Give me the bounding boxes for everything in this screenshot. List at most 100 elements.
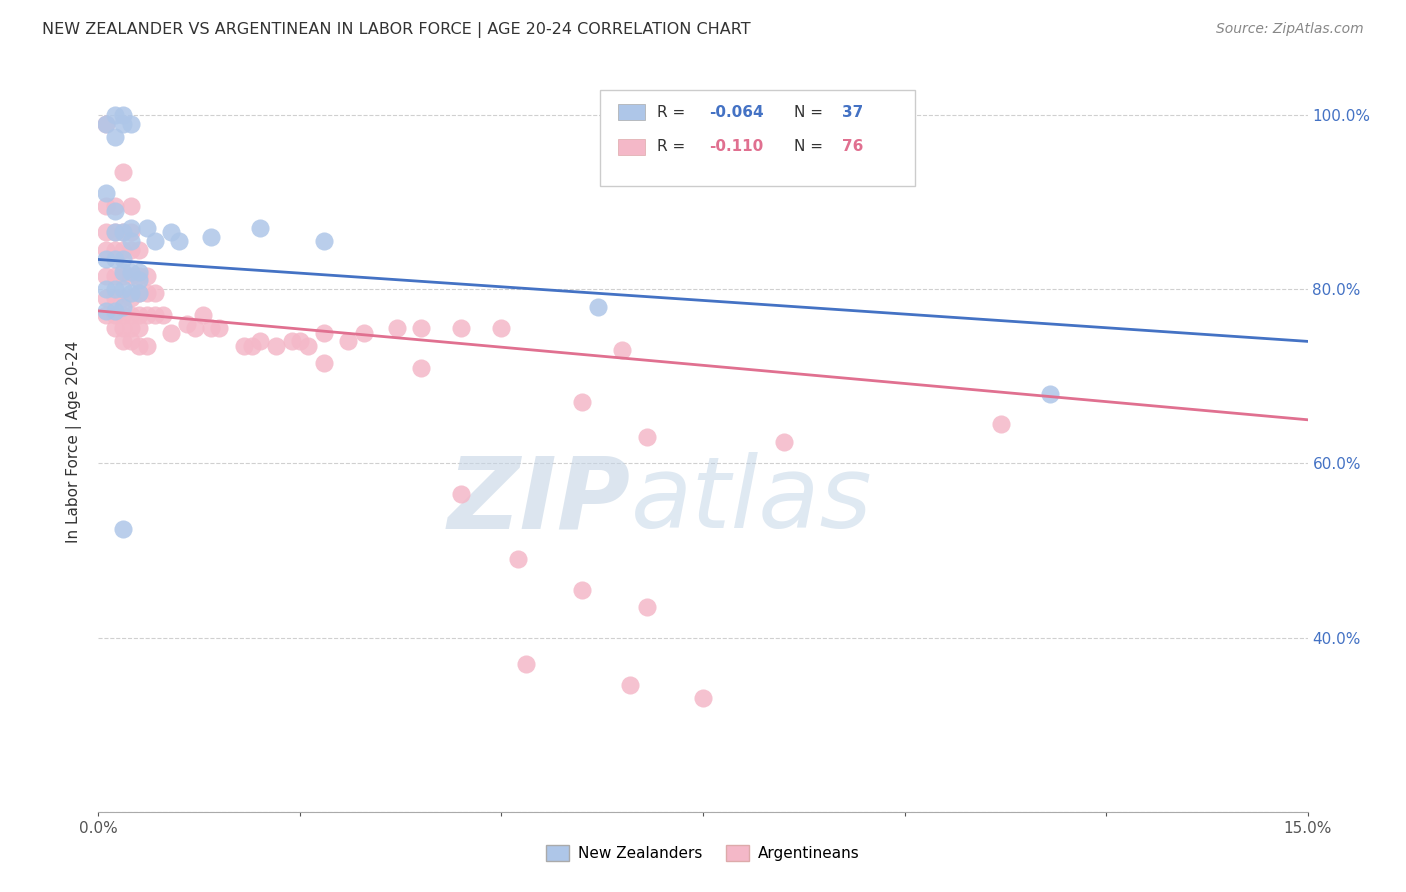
Point [103, 108, 125, 122]
Point [96, 291, 118, 305]
Point [120, 234, 142, 248]
Point [128, 286, 150, 301]
Point [200, 230, 222, 244]
Text: Source: ZipAtlas.com: Source: ZipAtlas.com [1216, 22, 1364, 37]
Point [143, 234, 166, 248]
Point [314, 326, 336, 340]
Point [135, 221, 157, 235]
Point [167, 234, 190, 248]
Point [111, 334, 134, 349]
Point [450, 487, 472, 501]
Point [111, 243, 134, 257]
Point [96, 304, 118, 318]
Point [297, 339, 319, 353]
Point [103, 199, 125, 213]
Point [152, 308, 174, 322]
Point [111, 117, 134, 131]
Point [353, 326, 375, 340]
Point [120, 334, 142, 349]
Text: atlas: atlas [630, 452, 872, 549]
Point [249, 334, 271, 349]
Point [208, 321, 231, 335]
Bar [619, 104, 645, 120]
Point [111, 321, 134, 335]
Point [135, 339, 157, 353]
Point [288, 334, 311, 349]
Point [96, 199, 118, 213]
Point [103, 252, 125, 266]
Legend: New Zealanders, Argentineans: New Zealanders, Argentineans [540, 838, 866, 867]
Point [184, 321, 207, 335]
Point [571, 582, 593, 597]
Point [1039, 386, 1062, 401]
Point [120, 286, 142, 301]
Text: N =: N = [793, 104, 828, 120]
Point [135, 268, 157, 283]
Point [264, 339, 287, 353]
Point [506, 552, 529, 566]
Point [128, 321, 150, 335]
Point [176, 317, 198, 331]
Point [96, 117, 118, 131]
Point [111, 226, 134, 240]
Bar [619, 139, 645, 155]
Point [612, 343, 634, 357]
Point [200, 321, 222, 335]
Point [96, 117, 118, 131]
Text: -0.110: -0.110 [709, 139, 763, 154]
Text: R =: R = [657, 104, 690, 120]
Point [120, 308, 142, 322]
Point [619, 678, 641, 692]
Point [111, 108, 134, 122]
Point [103, 226, 125, 240]
Point [128, 273, 150, 287]
Point [128, 308, 150, 322]
Text: ZIP: ZIP [447, 452, 630, 549]
Point [120, 321, 142, 335]
Point [160, 226, 183, 240]
Point [450, 321, 472, 335]
Point [314, 234, 336, 248]
Point [103, 243, 125, 257]
Point [240, 339, 263, 353]
Point [96, 252, 118, 266]
Point [586, 300, 609, 314]
Point [111, 268, 134, 283]
Text: NEW ZEALANDER VS ARGENTINEAN IN LABOR FORCE | AGE 20-24 CORRELATION CHART: NEW ZEALANDER VS ARGENTINEAN IN LABOR FO… [42, 22, 751, 38]
Point [120, 199, 142, 213]
Point [111, 226, 134, 240]
Point [111, 308, 134, 322]
Point [111, 265, 134, 279]
Point [111, 300, 134, 314]
Point [103, 268, 125, 283]
Point [232, 339, 254, 353]
Point [120, 243, 142, 257]
FancyBboxPatch shape [600, 90, 915, 186]
Point [128, 268, 150, 283]
Point [128, 339, 150, 353]
Point [103, 203, 125, 218]
Point [128, 265, 150, 279]
Point [96, 243, 118, 257]
Text: N =: N = [793, 139, 828, 154]
Point [128, 286, 150, 301]
Point [103, 308, 125, 322]
Point [143, 286, 166, 301]
Point [103, 282, 125, 296]
Point [120, 221, 142, 235]
Point [103, 321, 125, 335]
Point [120, 268, 142, 283]
Point [120, 291, 142, 305]
Point [111, 164, 134, 178]
Point [571, 395, 593, 409]
Point [120, 226, 142, 240]
Point [111, 291, 134, 305]
Text: 37: 37 [842, 104, 863, 120]
Point [96, 226, 118, 240]
Y-axis label: In Labor Force | Age 20-24: In Labor Force | Age 20-24 [66, 341, 83, 542]
Text: 76: 76 [842, 139, 863, 154]
Point [636, 430, 658, 444]
Point [103, 226, 125, 240]
Point [314, 356, 336, 370]
Point [385, 321, 408, 335]
